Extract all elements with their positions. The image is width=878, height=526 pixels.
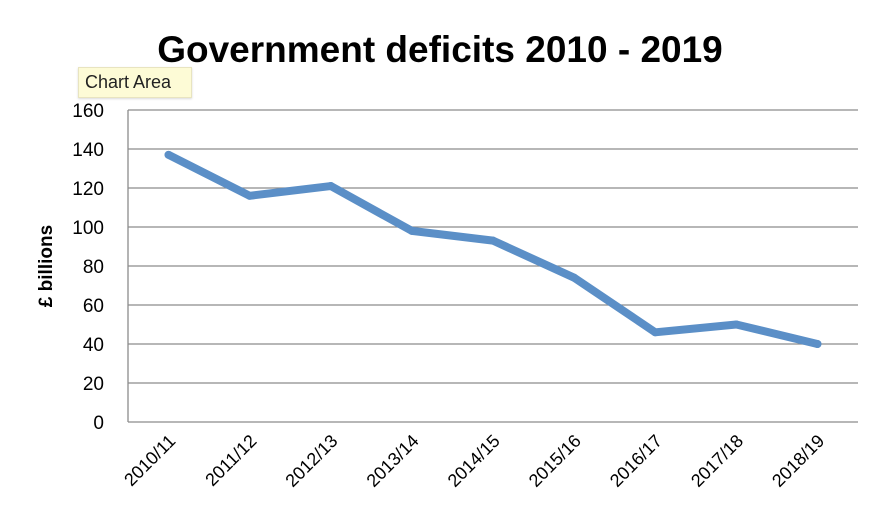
x-tick-label: 2012/13	[281, 431, 341, 491]
x-tick-label: 2014/15	[444, 431, 504, 491]
x-tick-label: 2018/19	[768, 431, 828, 491]
x-tick-label: 2017/18	[687, 431, 747, 491]
x-tick-label: 2010/11	[120, 431, 179, 490]
x-tick-label: 2016/17	[606, 431, 666, 491]
data-point	[732, 320, 741, 329]
data-point	[407, 226, 416, 235]
y-axis-label: £ billions	[36, 225, 57, 307]
y-tick-label: 160	[72, 101, 104, 122]
data-point	[164, 150, 173, 159]
x-tick-label: 2011/12	[201, 431, 260, 490]
y-tick-label: 80	[83, 257, 104, 278]
chart-area-tooltip: Chart Area	[78, 67, 192, 98]
data-point	[245, 191, 254, 200]
data-point	[651, 328, 660, 337]
y-tick-label: 40	[83, 335, 104, 356]
chart-title: Government deficits 2010 - 2019	[157, 29, 723, 70]
data-point	[489, 236, 497, 245]
x-tick-label: 2015/16	[525, 431, 585, 491]
x-tick-label: 2013/14	[363, 431, 423, 491]
y-tick-label: 100	[72, 218, 104, 239]
data-point	[813, 340, 822, 348]
y-tick-label: 120	[72, 179, 104, 200]
y-tick-label: 20	[83, 374, 104, 395]
data-point	[326, 182, 335, 191]
data-point	[570, 273, 579, 282]
series-line-deficit	[164, 150, 822, 348]
y-tick-label: 140	[72, 140, 104, 161]
y-tick-label: 0	[93, 413, 104, 434]
y-tick-label: 60	[83, 296, 104, 317]
